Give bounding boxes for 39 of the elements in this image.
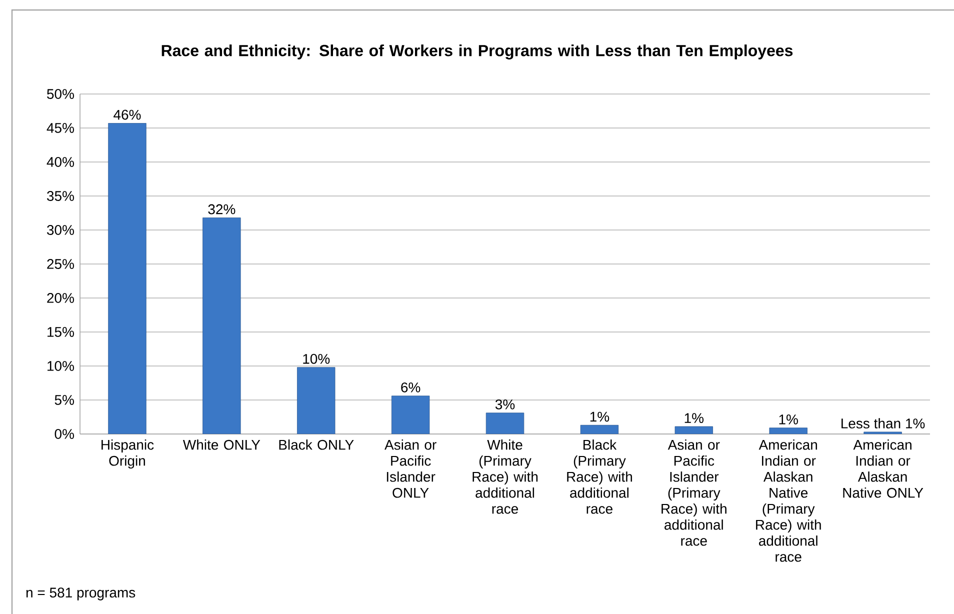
data-label: 6% [401,382,420,392]
x-tick-label: Black ONLY [279,440,354,450]
data-label: 46% [114,110,141,120]
x-tick-label: Asian or Pacific Islander ONLY [384,440,436,498]
y-tick-label: 15% [48,327,74,337]
x-tick-label: Asian or Pacific Islander (Primary Race) with additional race [662,440,726,546]
x-tick-label: American Indian or Alaskan Native (Primary Race) with additional race [756,440,821,562]
data-label: 1% [684,413,704,423]
bar [769,428,808,434]
y-tick-label: 10% [48,361,74,371]
x-tick-label: White (Primary Race) with additional race [472,440,538,514]
x-tick-label: Black (Primary Race) with additional race [567,440,632,514]
y-tick-label: 35% [47,191,74,201]
data-label: 1% [779,414,798,424]
y-tick-label: 30% [47,225,74,235]
data-label: Less than 1% [842,418,925,428]
data-label: 1% [590,412,610,422]
y-tick-label: 40% [46,157,74,167]
bar [108,123,146,434]
bar [486,412,524,434]
data-label: 3% [495,399,515,410]
data-label: 10% [303,354,330,364]
y-tick-label: 20% [47,293,74,303]
bar [580,424,619,434]
data-label: 32% [208,204,236,214]
bar [297,367,336,434]
y-tick-label: 0% [54,429,74,439]
y-tick-label: 50% [47,89,74,99]
text: n = 581 programs [26,588,136,600]
x-tick-label: American Indian or Alaskan Native ONLY [843,440,924,498]
x-tick-label: Hispanic Origin [102,440,154,469]
chart-title: Race and Ethnicity: Share of Workers in Programs with Less than Ten Employees [162,44,793,60]
bar [391,396,430,434]
y-tick-label: 5% [54,395,74,405]
bar [202,218,241,434]
y-tick-label: 45% [46,123,74,133]
bar [674,426,713,434]
y-tick-label: 25% [47,259,74,269]
x-tick-label: White ONLY [182,440,260,450]
